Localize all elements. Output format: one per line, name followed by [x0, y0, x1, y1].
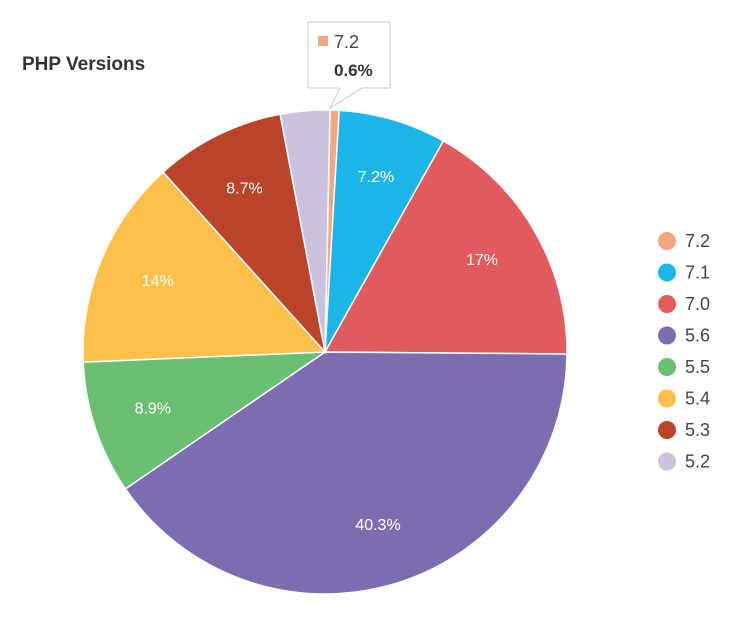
- slice-label-7-0: 17%: [466, 252, 498, 269]
- pie-slice-7-1[interactable]: [324, 109, 445, 353]
- legend-label-7-1[interactable]: 7.1: [685, 262, 710, 282]
- legend-marker-7-1[interactable]: [658, 263, 676, 282]
- slice-label-5-4: 14%: [142, 273, 174, 290]
- legend-label-5-5[interactable]: 5.5: [685, 357, 710, 377]
- pie-slice-5-4[interactable]: [82, 171, 327, 363]
- legend-marker-5-6[interactable]: [658, 326, 676, 345]
- tooltip: 7.2 0.6%: [307, 21, 391, 110]
- legend-marker-7-2[interactable]: [658, 232, 676, 250]
- slice-label-7-1: 7.2%: [358, 169, 394, 186]
- slice-label-5-5: 8.9%: [135, 401, 171, 418]
- legend-marker-5-4[interactable]: [658, 389, 676, 408]
- tooltip-label: 7.2: [334, 32, 359, 52]
- legend-label-7-0[interactable]: 7.0: [685, 294, 710, 314]
- legend-label-5-4[interactable]: 5.4: [685, 388, 710, 408]
- pie-slice-5-6[interactable]: [124, 351, 568, 595]
- legend: 7.2 7.1 7.0 5.6 5.5 5.4 5.3 5.2: [658, 231, 710, 471]
- tooltip-box: [307, 21, 391, 110]
- pie-slice-labels: 7.2% 17% 40.3% 8.9% 14% 8.7%: [135, 169, 498, 534]
- pie-slice-5-3[interactable]: [162, 113, 327, 355]
- chart-title: PHP Versions: [22, 54, 146, 75]
- legend-label-5-2[interactable]: 5.2: [685, 451, 710, 471]
- legend-marker-5-2[interactable]: [658, 452, 676, 471]
- pie-slices: [82, 109, 568, 595]
- legend-marker-5-5[interactable]: [658, 358, 676, 376]
- legend-marker-5-3[interactable]: [658, 421, 676, 439]
- pie-slice-7-0[interactable]: [323, 139, 568, 355]
- pie-slice-5-5[interactable]: [82, 351, 328, 490]
- slice-label-5-6: 40.3%: [355, 517, 400, 534]
- legend-marker-7-0[interactable]: [658, 295, 676, 313]
- slice-label-5-3: 8.7%: [226, 181, 262, 198]
- legend-label-7-2[interactable]: 7.2: [685, 231, 710, 251]
- pie-slice-5-2[interactable]: [279, 109, 331, 353]
- legend-label-5-3[interactable]: 5.3: [685, 420, 710, 440]
- tooltip-swatch: [318, 36, 328, 46]
- legend-label-5-6[interactable]: 5.6: [685, 325, 710, 345]
- tooltip-value: 0.6%: [334, 61, 373, 80]
